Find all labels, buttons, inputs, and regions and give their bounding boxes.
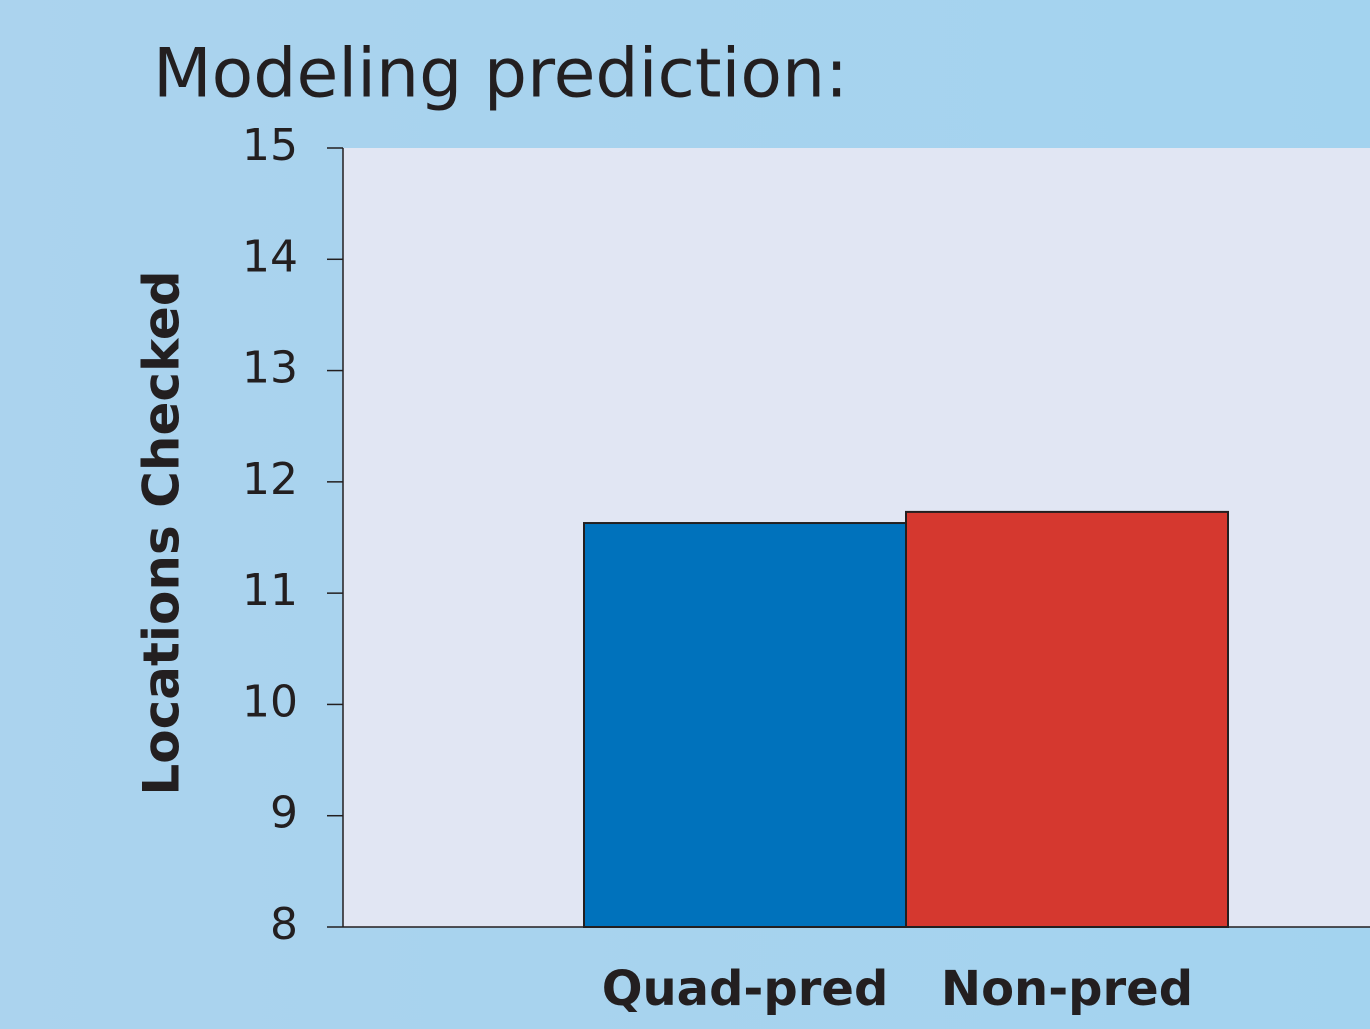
y-tick-label: 10 xyxy=(242,676,298,727)
chart-title: Modeling prediction: xyxy=(153,35,848,114)
y-tick-label: 8 xyxy=(270,899,298,950)
y-tick-label: 12 xyxy=(242,454,298,505)
y-axis-label: Locations Checked xyxy=(133,270,191,795)
y-tick-label: 14 xyxy=(242,231,298,282)
y-tick-label: 13 xyxy=(242,343,298,394)
x-tick-label: Non-pred xyxy=(941,961,1193,1017)
bar xyxy=(905,510,1229,928)
y-tick-label: 15 xyxy=(242,120,298,171)
x-tick-label: Quad-pred xyxy=(602,961,889,1017)
bar xyxy=(583,522,907,928)
y-tick-label: 9 xyxy=(270,788,298,839)
y-tick-label: 11 xyxy=(242,565,298,616)
